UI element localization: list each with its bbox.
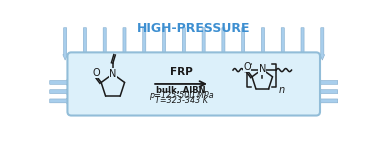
Polygon shape xyxy=(280,28,285,60)
Text: p=125-500 MPa: p=125-500 MPa xyxy=(149,91,213,100)
Text: O: O xyxy=(92,68,100,78)
Polygon shape xyxy=(201,28,206,60)
Polygon shape xyxy=(50,98,73,104)
Polygon shape xyxy=(142,28,147,60)
Polygon shape xyxy=(320,28,325,60)
Polygon shape xyxy=(162,28,166,60)
Polygon shape xyxy=(314,98,338,104)
Polygon shape xyxy=(300,28,305,60)
Text: bulk, AIBN: bulk, AIBN xyxy=(156,86,206,95)
Polygon shape xyxy=(83,28,87,60)
Polygon shape xyxy=(50,89,73,94)
Polygon shape xyxy=(314,80,338,85)
Polygon shape xyxy=(221,28,226,60)
Text: N: N xyxy=(109,69,116,79)
Text: N: N xyxy=(259,64,266,74)
Polygon shape xyxy=(102,28,107,60)
Text: FRP: FRP xyxy=(170,67,192,77)
Polygon shape xyxy=(241,28,245,60)
FancyBboxPatch shape xyxy=(67,52,320,116)
Polygon shape xyxy=(181,28,186,60)
Text: O: O xyxy=(243,62,251,72)
Polygon shape xyxy=(50,80,73,85)
Polygon shape xyxy=(63,28,67,60)
Polygon shape xyxy=(314,89,338,94)
Text: HIGH-PRESSURE: HIGH-PRESSURE xyxy=(137,22,251,35)
Text: T=323-343 K: T=323-343 K xyxy=(155,96,208,105)
Polygon shape xyxy=(261,28,265,60)
Text: n: n xyxy=(279,86,285,96)
Polygon shape xyxy=(122,28,127,60)
